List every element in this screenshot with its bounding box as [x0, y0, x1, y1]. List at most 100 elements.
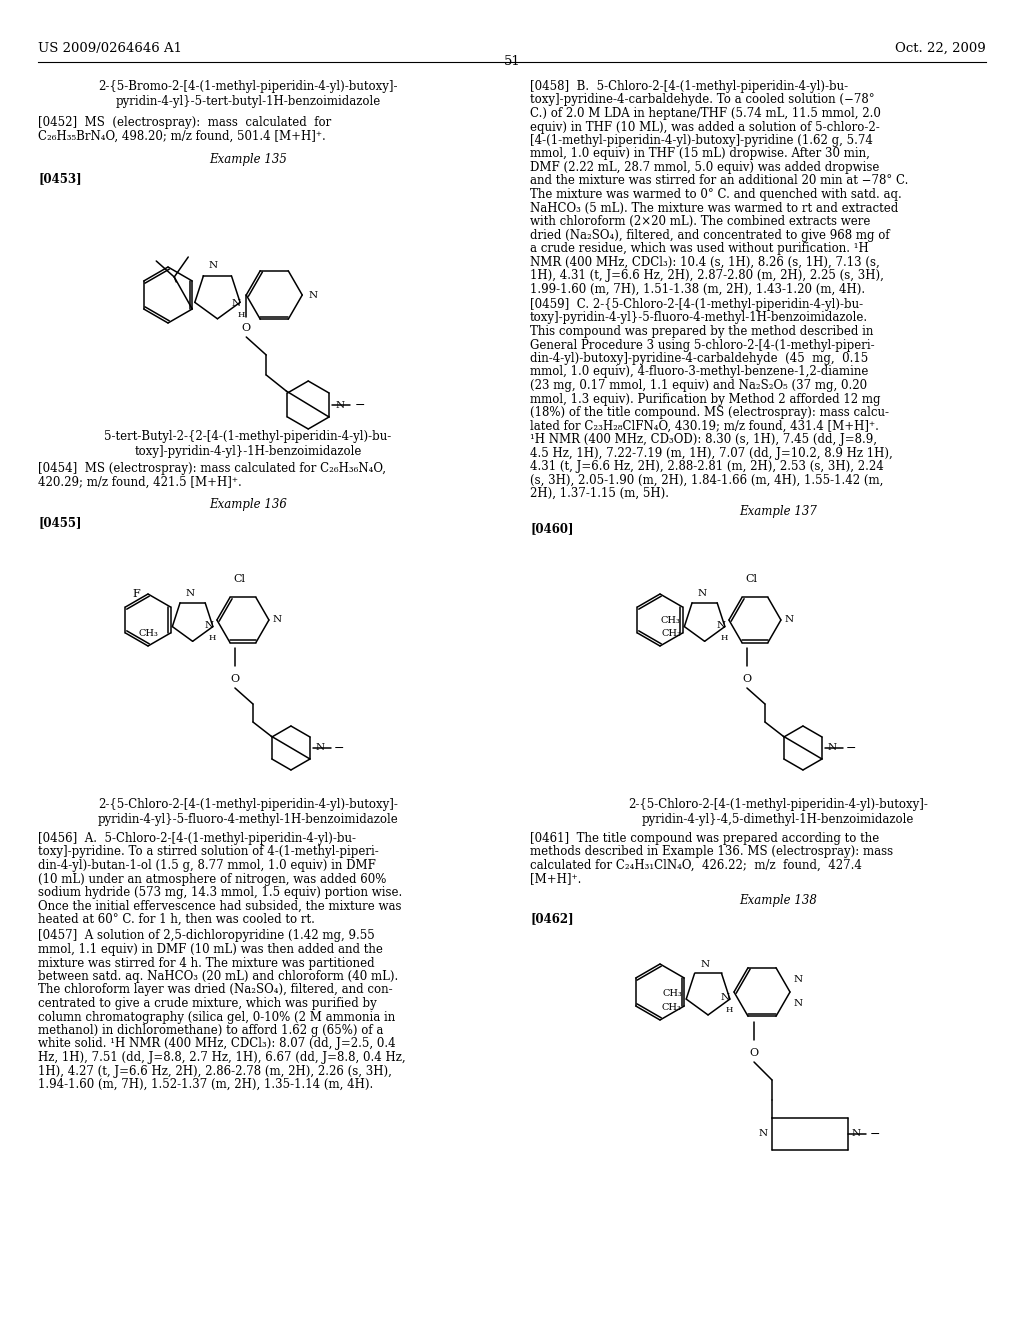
Text: Once the initial effervescence had subsided, the mixture was: Once the initial effervescence had subsi…	[38, 899, 401, 912]
Text: General Procedure 3 using 5-chloro-2-[4-(1-methyl-piperi-: General Procedure 3 using 5-chloro-2-[4-…	[530, 338, 874, 351]
Text: CH₃: CH₃	[663, 989, 682, 998]
Text: N: N	[335, 400, 344, 409]
Text: O: O	[230, 675, 240, 684]
Text: 1.94-1.60 (m, 7H), 1.52-1.37 (m, 2H), 1.35-1.14 (m, 4H).: 1.94-1.60 (m, 7H), 1.52-1.37 (m, 2H), 1.…	[38, 1078, 374, 1092]
Text: US 2009/0264646 A1: US 2009/0264646 A1	[38, 42, 182, 55]
Text: N: N	[794, 999, 803, 1008]
Text: 5-tert-Butyl-2-{2-[4-(1-methyl-piperidin-4-yl)-bu-: 5-tert-Butyl-2-{2-[4-(1-methyl-piperidin…	[104, 430, 391, 444]
Text: 2-{5-Chloro-2-[4-(1-methyl-piperidin-4-yl)-butoxy]-: 2-{5-Chloro-2-[4-(1-methyl-piperidin-4-y…	[98, 799, 398, 810]
Text: 2-{5-Chloro-2-[4-(1-methyl-piperidin-4-yl)-butoxy]-: 2-{5-Chloro-2-[4-(1-methyl-piperidin-4-y…	[628, 799, 928, 810]
Text: toxy]-pyridin-4-yl}-1H-benzoimidazole: toxy]-pyridin-4-yl}-1H-benzoimidazole	[134, 445, 361, 458]
Text: N: N	[185, 589, 195, 598]
Text: Cl: Cl	[232, 574, 245, 583]
Text: [0456]  A.  5-Chloro-2-[4-(1-methyl-piperidin-4-yl)-bu-: [0456] A. 5-Chloro-2-[4-(1-methyl-piperi…	[38, 832, 356, 845]
Text: [0455]: [0455]	[38, 516, 82, 529]
Text: mmol, 1.1 equiv) in DMF (10 mL) was then added and the: mmol, 1.1 equiv) in DMF (10 mL) was then…	[38, 942, 383, 956]
Text: equiv) in THF (10 ML), was added a solution of 5-chloro-2-: equiv) in THF (10 ML), was added a solut…	[530, 120, 880, 133]
Text: Example 135: Example 135	[209, 153, 287, 166]
Text: F: F	[132, 589, 140, 599]
Text: C.) of 2.0 M LDA in heptane/THF (5.74 mL, 11.5 mmol, 2.0: C.) of 2.0 M LDA in heptane/THF (5.74 mL…	[530, 107, 881, 120]
Text: (18%) of the title compound. MS (electrospray): mass calcu-: (18%) of the title compound. MS (electro…	[530, 407, 889, 418]
Text: [0459]  C. 2-{5-Chloro-2-[4-(1-methyl-piperidin-4-yl)-bu-: [0459] C. 2-{5-Chloro-2-[4-(1-methyl-pip…	[530, 298, 863, 312]
Text: N: N	[209, 261, 218, 269]
Text: [0458]  B.  5-Chloro-2-[4-(1-methyl-piperidin-4-yl)-bu-: [0458] B. 5-Chloro-2-[4-(1-methyl-piperi…	[530, 81, 848, 92]
Text: DMF (2.22 mL, 28.7 mmol, 5.0 equiv) was added dropwise: DMF (2.22 mL, 28.7 mmol, 5.0 equiv) was …	[530, 161, 880, 174]
Text: 51: 51	[504, 55, 520, 69]
Text: [0452]  MS  (electrospray):  mass  calculated  for: [0452] MS (electrospray): mass calculate…	[38, 116, 331, 129]
Text: N: N	[759, 1130, 768, 1138]
Text: toxy]-pyridin-4-yl}-5-fluoro-4-methyl-1H-benzoimidazole.: toxy]-pyridin-4-yl}-5-fluoro-4-methyl-1H…	[530, 312, 868, 325]
Text: H: H	[726, 1006, 733, 1014]
Text: Example 137: Example 137	[739, 504, 817, 517]
Text: H: H	[721, 634, 728, 642]
Text: din-4-yl)-butoxy]-pyridine-4-carbaldehyde  (45  mg,  0.15: din-4-yl)-butoxy]-pyridine-4-carbaldehyd…	[530, 352, 868, 366]
Text: CH₃: CH₃	[660, 616, 681, 624]
Text: Example 136: Example 136	[209, 498, 287, 511]
Text: [0460]: [0460]	[530, 523, 573, 536]
Text: −: −	[354, 399, 365, 412]
Text: O: O	[242, 323, 251, 333]
Text: 2H), 1.37-1.15 (m, 5H).: 2H), 1.37-1.15 (m, 5H).	[530, 487, 669, 500]
Text: [0454]  MS (electrospray): mass calculated for C₂₆H₃₆N₄O,: [0454] MS (electrospray): mass calculate…	[38, 462, 386, 475]
Text: mmol, 1.0 equiv), 4-fluoro-3-methyl-benzene-1,2-diamine: mmol, 1.0 equiv), 4-fluoro-3-methyl-benz…	[530, 366, 868, 379]
Text: O: O	[742, 675, 752, 684]
Text: mmol, 1.0 equiv) in THF (15 mL) dropwise. After 30 min,: mmol, 1.0 equiv) in THF (15 mL) dropwise…	[530, 148, 869, 161]
Text: with chloroform (2×20 mL). The combined extracts were: with chloroform (2×20 mL). The combined …	[530, 215, 870, 228]
Text: N: N	[700, 960, 710, 969]
Text: mixture was stirred for 4 h. The mixture was partitioned: mixture was stirred for 4 h. The mixture…	[38, 957, 375, 969]
Text: [4-(1-methyl-piperidin-4-yl)-butoxy]-pyridine (1.62 g, 5.74: [4-(1-methyl-piperidin-4-yl)-butoxy]-pyr…	[530, 135, 872, 147]
Text: Hz, 1H), 7.51 (dd, J=8.8, 2.7 Hz, 1H), 6.67 (dd, J=8.8, 0.4 Hz,: Hz, 1H), 7.51 (dd, J=8.8, 2.7 Hz, 1H), 6…	[38, 1051, 406, 1064]
Text: O: O	[750, 1048, 759, 1059]
Text: NaHCO₃ (5 mL). The mixture was warmed to rt and extracted: NaHCO₃ (5 mL). The mixture was warmed to…	[530, 202, 898, 214]
Text: 1.99-1.60 (m, 7H), 1.51-1.38 (m, 2H), 1.43-1.20 (m, 4H).: 1.99-1.60 (m, 7H), 1.51-1.38 (m, 2H), 1.…	[530, 282, 865, 296]
Text: lated for C₂₃H₂₈ClFN₄O, 430.19; m/z found, 431.4 [M+H]⁺.: lated for C₂₃H₂₈ClFN₄O, 430.19; m/z foun…	[530, 420, 879, 433]
Text: between satd. aq. NaHCO₃ (20 mL) and chloroform (40 mL).: between satd. aq. NaHCO₃ (20 mL) and chl…	[38, 970, 398, 983]
Text: N: N	[308, 290, 317, 300]
Text: 420.29; m/z found, 421.5 [M+H]⁺.: 420.29; m/z found, 421.5 [M+H]⁺.	[38, 477, 242, 488]
Text: −: −	[846, 742, 856, 755]
Text: pyridin-4-yl}-4,5-dimethyl-1H-benzoimidazole: pyridin-4-yl}-4,5-dimethyl-1H-benzoimida…	[642, 813, 914, 826]
Text: This compound was prepared by the method described in: This compound was prepared by the method…	[530, 325, 873, 338]
Text: N: N	[716, 622, 725, 631]
Text: a crude residue, which was used without purification. ¹H: a crude residue, which was used without …	[530, 242, 868, 255]
Text: centrated to give a crude mixture, which was purified by: centrated to give a crude mixture, which…	[38, 997, 377, 1010]
Text: N: N	[852, 1130, 861, 1138]
Text: [M+H]⁺.: [M+H]⁺.	[530, 873, 582, 886]
Text: [0462]: [0462]	[530, 912, 573, 925]
Text: and the mixture was stirred for an additional 20 min at −78° C.: and the mixture was stirred for an addit…	[530, 174, 908, 187]
Text: Example 138: Example 138	[739, 894, 817, 907]
Text: 1H), 4.31 (t, J=6.6 Hz, 2H), 2.87-2.80 (m, 2H), 2.25 (s, 3H),: 1H), 4.31 (t, J=6.6 Hz, 2H), 2.87-2.80 (…	[530, 269, 884, 282]
Text: mmol, 1.3 equiv). Purification by Method 2 afforded 12 mg: mmol, 1.3 equiv). Purification by Method…	[530, 392, 881, 405]
Text: CH₃: CH₃	[662, 1003, 682, 1012]
Text: ¹H NMR (400 MHz, CD₃OD): 8.30 (s, 1H), 7.45 (dd, J=8.9,: ¹H NMR (400 MHz, CD₃OD): 8.30 (s, 1H), 7…	[530, 433, 877, 446]
Text: pyridin-4-yl}-5-tert-butyl-1H-benzoimidazole: pyridin-4-yl}-5-tert-butyl-1H-benzoimida…	[116, 95, 381, 108]
Text: CH₃: CH₃	[662, 630, 682, 638]
Text: toxy]-pyridine. To a stirred solution of 4-(1-methyl-piperi-: toxy]-pyridine. To a stirred solution of…	[38, 846, 379, 858]
Text: dried (Na₂SO₄), filtered, and concentrated to give 968 mg of: dried (Na₂SO₄), filtered, and concentrat…	[530, 228, 890, 242]
Text: H: H	[209, 634, 216, 642]
Text: N: N	[697, 589, 707, 598]
Text: sodium hydride (573 mg, 14.3 mmol, 1.5 equiv) portion wise.: sodium hydride (573 mg, 14.3 mmol, 1.5 e…	[38, 886, 402, 899]
Text: C₂₆H₃₅BrN₄O, 498.20; m/z found, 501.4 [M+H]⁺.: C₂₆H₃₅BrN₄O, 498.20; m/z found, 501.4 [M…	[38, 129, 326, 143]
Text: NMR (400 MHz, CDCl₃): 10.4 (s, 1H), 8.26 (s, 1H), 7.13 (s,: NMR (400 MHz, CDCl₃): 10.4 (s, 1H), 8.26…	[530, 256, 880, 268]
Text: N: N	[828, 743, 837, 752]
Text: Cl: Cl	[744, 574, 757, 583]
Text: The chloroform layer was dried (Na₂SO₄), filtered, and con-: The chloroform layer was dried (Na₂SO₄),…	[38, 983, 392, 997]
Text: N: N	[231, 298, 241, 308]
Text: [0457]  A solution of 2,5-dichloropyridine (1.42 mg, 9.55: [0457] A solution of 2,5-dichloropyridin…	[38, 929, 375, 942]
Text: 1H), 4.27 (t, J=6.6 Hz, 2H), 2.86-2.78 (m, 2H), 2.26 (s, 3H),: 1H), 4.27 (t, J=6.6 Hz, 2H), 2.86-2.78 (…	[38, 1064, 392, 1077]
Text: N: N	[316, 743, 325, 752]
Text: −: −	[870, 1127, 881, 1140]
Text: heated at 60° C. for 1 h, then was cooled to rt.: heated at 60° C. for 1 h, then was coole…	[38, 913, 314, 927]
Text: methanol) in dichloromethane) to afford 1.62 g (65%) of a: methanol) in dichloromethane) to afford …	[38, 1024, 383, 1038]
Text: Oct. 22, 2009: Oct. 22, 2009	[895, 42, 986, 55]
Text: [0453]: [0453]	[38, 172, 82, 185]
Text: N: N	[204, 622, 213, 631]
Text: pyridin-4-yl}-5-fluoro-4-methyl-1H-benzoimidazole: pyridin-4-yl}-5-fluoro-4-methyl-1H-benzo…	[97, 813, 398, 826]
Text: N: N	[273, 615, 282, 624]
Text: N: N	[721, 994, 730, 1002]
Text: The mixture was warmed to 0° C. and quenched with satd. aq.: The mixture was warmed to 0° C. and quen…	[530, 187, 902, 201]
Text: CH₃: CH₃	[138, 630, 158, 638]
Text: toxy]-pyridine-4-carbaldehyde. To a cooled solution (−78°: toxy]-pyridine-4-carbaldehyde. To a cool…	[530, 94, 874, 107]
Text: N: N	[794, 975, 803, 985]
